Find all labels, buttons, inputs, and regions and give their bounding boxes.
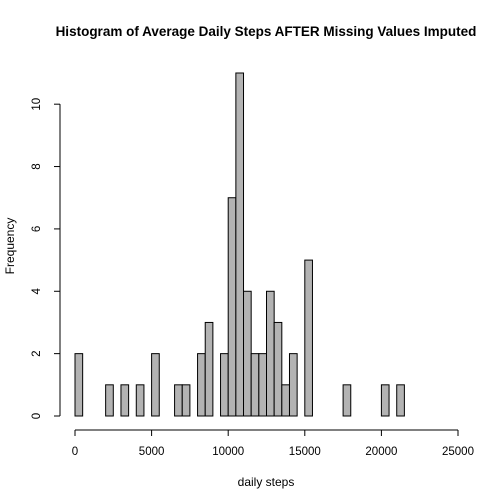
histogram-bar [281,384,290,417]
y-tick-label: 8 [31,163,43,169]
histogram-bar [174,384,183,417]
histogram-bar [380,384,390,417]
histogram-bar [120,384,130,417]
histogram-bar [197,353,206,417]
x-tick-label: 0 [72,446,78,458]
y-axis: 0 2 4 6 8 10 [31,98,61,419]
histogram-bar [235,72,245,417]
histogram-bar [204,321,214,417]
x-tick-label: 20000 [365,446,397,458]
chart-title: Histogram of Average Daily Steps AFTER M… [56,24,477,39]
x-axis: 0 5000 10000 15000 20000 25000 [72,429,474,458]
histogram-bar [220,353,229,417]
y-tick-label: 10 [31,98,43,111]
histogram-bar [105,384,114,417]
histogram-bar [304,259,313,417]
histogram-bar [181,384,191,417]
y-axis-label: Frequency [3,218,17,275]
histogram-bar [342,384,352,417]
histogram-bar [288,353,298,417]
y-tick-label: 2 [31,350,43,356]
histogram-bar [243,290,252,417]
y-tick-label: 4 [31,287,43,294]
x-tick-label: 15000 [289,446,321,458]
histogram-bar [396,384,405,417]
histogram-bar [135,384,145,417]
x-tick-label: 25000 [442,446,474,458]
histogram-bar [266,290,275,417]
y-tick-label: 0 [31,413,43,419]
histogram-bar [227,197,237,417]
x-tick-label: 10000 [212,446,244,458]
histogram-bar [151,353,160,417]
y-tick-label: 6 [31,226,43,232]
histogram-bar [250,353,260,417]
histogram-bar [74,353,84,417]
histogram-bar [258,353,267,417]
histogram-bar [273,321,283,417]
bars-group [74,72,405,417]
x-tick-label: 5000 [139,446,165,458]
x-axis-label: daily steps [238,475,295,489]
